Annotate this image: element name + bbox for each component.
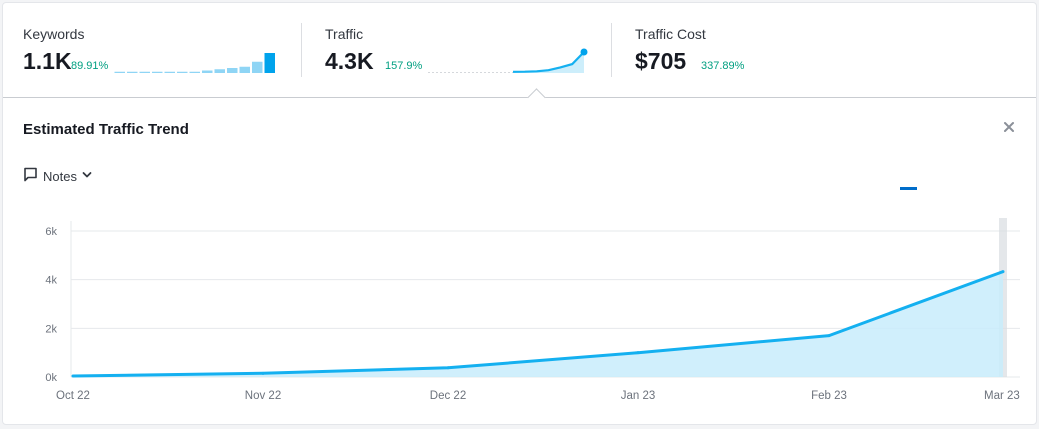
keywords-sparkline: [114, 53, 275, 73]
x-tick-label: Dec 22: [430, 390, 466, 402]
data-point: [71, 374, 75, 378]
data-point: [261, 371, 265, 375]
metric-keywords[interactable]: Keywords 1.1K 89.91%: [23, 3, 293, 97]
keywords-sparkline-bar: [239, 66, 250, 73]
data-point: [1001, 270, 1005, 274]
x-tick-label: Feb 23: [811, 390, 847, 402]
legend-swatch: [900, 187, 917, 190]
data-point: [446, 366, 450, 370]
metric-traffic-cost-value: $705: [635, 48, 687, 74]
note-icon: [23, 167, 38, 185]
keywords-sparkline-bar: [202, 70, 213, 73]
keywords-sparkline-bar: [214, 69, 225, 73]
keywords-sparkline-bar: [264, 53, 275, 73]
traffic-sparkline-line: [512, 51, 585, 73]
metric-traffic-delta: 157.9%: [385, 60, 423, 72]
y-tick-label: 4k: [45, 275, 57, 287]
metric-traffic-cost[interactable]: Traffic Cost $705 337.89%: [635, 3, 905, 97]
keywords-sparkline-bar: [177, 71, 188, 73]
keywords-sparkline-bar: [152, 71, 163, 73]
metric-keywords-value: 1.1K: [23, 48, 72, 74]
data-point: [827, 334, 831, 338]
metric-divider: [301, 23, 302, 77]
traffic-sparkline-endpoint: [580, 48, 588, 56]
metrics-bar: Keywords 1.1K 89.91% Traffic 4.3K 157.9%…: [3, 3, 1036, 98]
metric-traffic-label: Traffic: [325, 26, 364, 42]
metric-traffic-cost-label: Traffic Cost: [635, 26, 706, 42]
notes-label: Notes: [43, 168, 77, 184]
y-tick-label: 2k: [45, 323, 57, 335]
y-tick-label: 0k: [45, 372, 57, 384]
series-line: [72, 270, 1004, 378]
x-tick-label: Jan 23: [621, 390, 656, 402]
metric-traffic-value: 4.3K: [325, 48, 374, 74]
traffic-trend-chart[interactable]: 0k 2k 4k 6k Oct 22 Nov 22 Dec 22 Jan 23 Feb 23 Ma…: [3, 203, 1038, 413]
close-icon[interactable]: [1001, 119, 1017, 135]
x-tick-label: Nov 22: [245, 390, 281, 402]
series-area: [73, 271, 1003, 377]
y-tick-label: 6k: [45, 226, 57, 238]
keywords-sparkline-bar: [114, 71, 125, 73]
traffic-sparkline: [428, 48, 588, 73]
metric-divider: [611, 23, 612, 77]
panel-title: Estimated Traffic Trend: [23, 121, 189, 138]
keywords-sparkline-bar: [227, 68, 238, 73]
keywords-sparkline-bar: [164, 71, 175, 73]
metric-keywords-label: Keywords: [23, 26, 85, 42]
metric-keywords-delta: 89.91%: [71, 60, 109, 72]
metric-traffic-cost-delta: 337.89%: [701, 60, 745, 72]
keywords-sparkline-bar: [252, 61, 263, 73]
keywords-sparkline-bar: [127, 71, 138, 73]
data-point: [636, 351, 640, 355]
metric-traffic[interactable]: Traffic 4.3K 157.9%: [325, 3, 595, 97]
chevron-down-icon: [81, 169, 93, 184]
keywords-sparkline-bar: [139, 71, 150, 73]
x-tick-label: Oct 22: [56, 390, 90, 402]
keywords-sparkline-bar: [189, 71, 200, 73]
traffic-sparkline-area: [513, 52, 584, 73]
notes-dropdown[interactable]: Notes: [23, 166, 93, 186]
x-tick-label: Mar 23: [984, 390, 1020, 402]
